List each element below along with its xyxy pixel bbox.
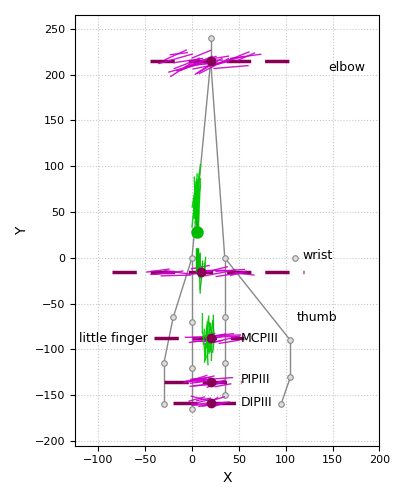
- X-axis label: X: X: [222, 471, 232, 485]
- Y-axis label: Y: Y: [15, 226, 29, 234]
- Text: thumb: thumb: [297, 311, 338, 324]
- Text: elbow: elbow: [328, 60, 365, 74]
- Text: MCPIII: MCPIII: [241, 332, 279, 345]
- Text: wrist: wrist: [303, 248, 333, 262]
- Text: DIPIII: DIPIII: [241, 396, 272, 409]
- Text: little finger: little finger: [79, 332, 148, 345]
- Text: PIPIII: PIPIII: [241, 373, 270, 386]
